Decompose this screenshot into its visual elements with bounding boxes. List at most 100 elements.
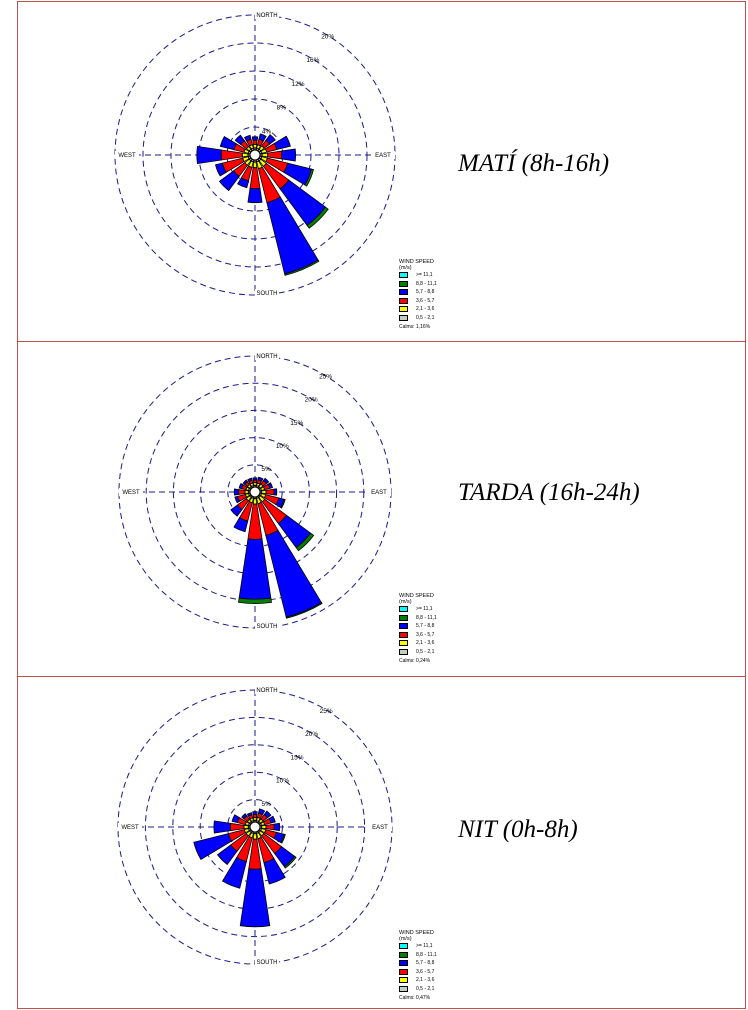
petal-segment <box>221 857 247 889</box>
petal-segment <box>215 162 227 177</box>
legend-swatch <box>399 977 408 983</box>
petal-segment <box>261 824 267 830</box>
petal-segment <box>273 822 281 832</box>
petal-segment <box>273 488 278 496</box>
legend-label: 8,8 - 11,1 <box>416 280 437 287</box>
petal-segment <box>196 145 223 165</box>
ring-label: 20% <box>305 397 318 404</box>
legend-swatch <box>399 648 408 655</box>
petal-segment <box>257 476 264 482</box>
legend-entry: 3,6 - 5,7 <box>399 968 479 977</box>
petal-segment <box>280 498 286 509</box>
legend-entry: >= 11,1 <box>399 942 479 951</box>
petal-segment <box>229 822 245 832</box>
ring-label: 20% <box>321 33 334 40</box>
petal-segment <box>265 134 276 145</box>
compass-label-west: WEST <box>122 490 140 496</box>
compass-label-south: SOUTH <box>257 960 278 966</box>
compass-label-north: NORTH <box>256 354 277 360</box>
petal-segment <box>246 812 253 817</box>
petal-segment <box>247 187 263 204</box>
petal-segment <box>267 482 274 489</box>
period-label: NIT (0h-8h) <box>458 816 578 843</box>
legend-label: 5,7 - 8,8 <box>416 623 435 629</box>
legend-title: WIND SPEED <box>399 930 434 936</box>
legend-swatch <box>399 951 408 958</box>
wind-speed-legend: WIND SPEED (m/s) >= 11,1 8,8 - 11,1 5,7 - … <box>399 259 479 330</box>
legend-label: 3,6 - 5,7 <box>416 968 435 975</box>
petal-segment <box>262 477 270 485</box>
legend-units: (m/s) <box>399 936 412 942</box>
petal-segment <box>219 136 237 151</box>
petal-segment <box>242 479 249 486</box>
legend-entry: 2,1 - 3,6 <box>399 305 479 314</box>
compass-label-bg <box>118 823 142 831</box>
ring-label: 15% <box>291 754 304 761</box>
petal-segment <box>249 167 261 190</box>
legend-swatch <box>399 960 408 966</box>
wind-speed-legend: WIND SPEED (m/s) >= 11,1 8,8 - 11,1 5,7 - … <box>399 593 479 664</box>
legend-swatch <box>399 314 408 321</box>
legend-units: (m/s) <box>399 599 412 605</box>
frequency-ring <box>144 716 366 938</box>
legend-label: 5,7 - 8,8 <box>416 289 435 295</box>
ring-label: 5% <box>261 466 271 473</box>
legend-label: 2,1 - 3,6 <box>416 640 435 646</box>
compass-label-bg <box>255 352 279 360</box>
ring-label: 8% <box>277 105 287 112</box>
legend-rows: >= 11,1 8,8 - 11,1 5,7 - 8,8 3,6 - 5,7 2,1 -… <box>399 605 479 656</box>
petal-segment <box>263 857 286 885</box>
legend-label: 8,8 - 11,1 <box>416 951 437 958</box>
petal-segment <box>267 150 283 160</box>
petal-segment <box>257 808 266 816</box>
compass-label-bg <box>371 151 395 159</box>
legend-swatch <box>399 606 408 612</box>
legend-swatch <box>399 985 408 992</box>
legend-swatch <box>399 297 408 304</box>
petal-segment <box>238 489 246 495</box>
petal-segment <box>265 823 275 831</box>
calm-circle <box>249 821 261 833</box>
wind-rose-panel-tarda: 5% 10% 15% 20% 25% NORTH EAST SOUTH WEST TARDA (… <box>17 341 746 677</box>
legend-swatch <box>399 614 408 621</box>
petal-segment <box>283 855 297 869</box>
compass-label-bg <box>115 151 139 159</box>
legend-title: WIND SPEED <box>399 593 434 599</box>
petal-segment <box>261 489 267 495</box>
ring-label: 20% <box>305 731 318 738</box>
ring-label: 12% <box>292 81 305 88</box>
wind-rose-chart: 5% 10% 15% 20% 25% NORTH EAST SOUTH WEST <box>117 686 393 966</box>
petal-segment <box>265 488 275 496</box>
ring-label: 25% <box>320 708 333 715</box>
compass-label-east: EAST <box>371 490 387 496</box>
legend-swatch <box>399 306 408 312</box>
legend-label: 0,5 - 2,1 <box>416 648 435 655</box>
legend-entry: 3,6 - 5,7 <box>399 631 479 640</box>
petal-segment <box>239 868 271 928</box>
legend-entry: 2,1 - 3,6 <box>399 639 479 648</box>
petal-segment <box>284 259 320 276</box>
petal-segment <box>268 815 276 824</box>
legend-label: 8,8 - 11,1 <box>416 614 437 621</box>
petal-segment <box>218 170 240 192</box>
calms-label: Calms: 0,47% <box>399 995 431 1001</box>
petal-segment <box>238 538 272 600</box>
period-label: TARDA (16h-24h) <box>458 479 640 506</box>
legend-label: 2,1 - 3,6 <box>416 306 435 312</box>
wind-rose-chart: 4% 8% 12% 16% 20% NORTH EAST SOUTH WEST <box>114 11 396 297</box>
petal-segment <box>193 833 233 861</box>
petal-segment <box>263 810 272 819</box>
wind-rose-chart: 5% 10% 15% 20% 25% NORTH EAST SOUTH WEST <box>118 352 392 630</box>
compass-label-south: SOUTH <box>257 624 278 630</box>
compass-label-north: NORTH <box>256 13 277 19</box>
legend-entry: 5,7 - 8,8 <box>399 622 479 631</box>
calm-circle <box>249 149 261 161</box>
petal-segment <box>280 148 297 162</box>
calms-label: Calms: 0,24% <box>399 658 431 664</box>
petal-segment <box>244 490 249 494</box>
legend-entry: >= 11,1 <box>399 605 479 614</box>
compass-label-bg <box>255 686 279 694</box>
compass-label-bg <box>367 488 391 496</box>
legend-swatch <box>399 289 408 295</box>
petal-segment <box>295 532 315 552</box>
